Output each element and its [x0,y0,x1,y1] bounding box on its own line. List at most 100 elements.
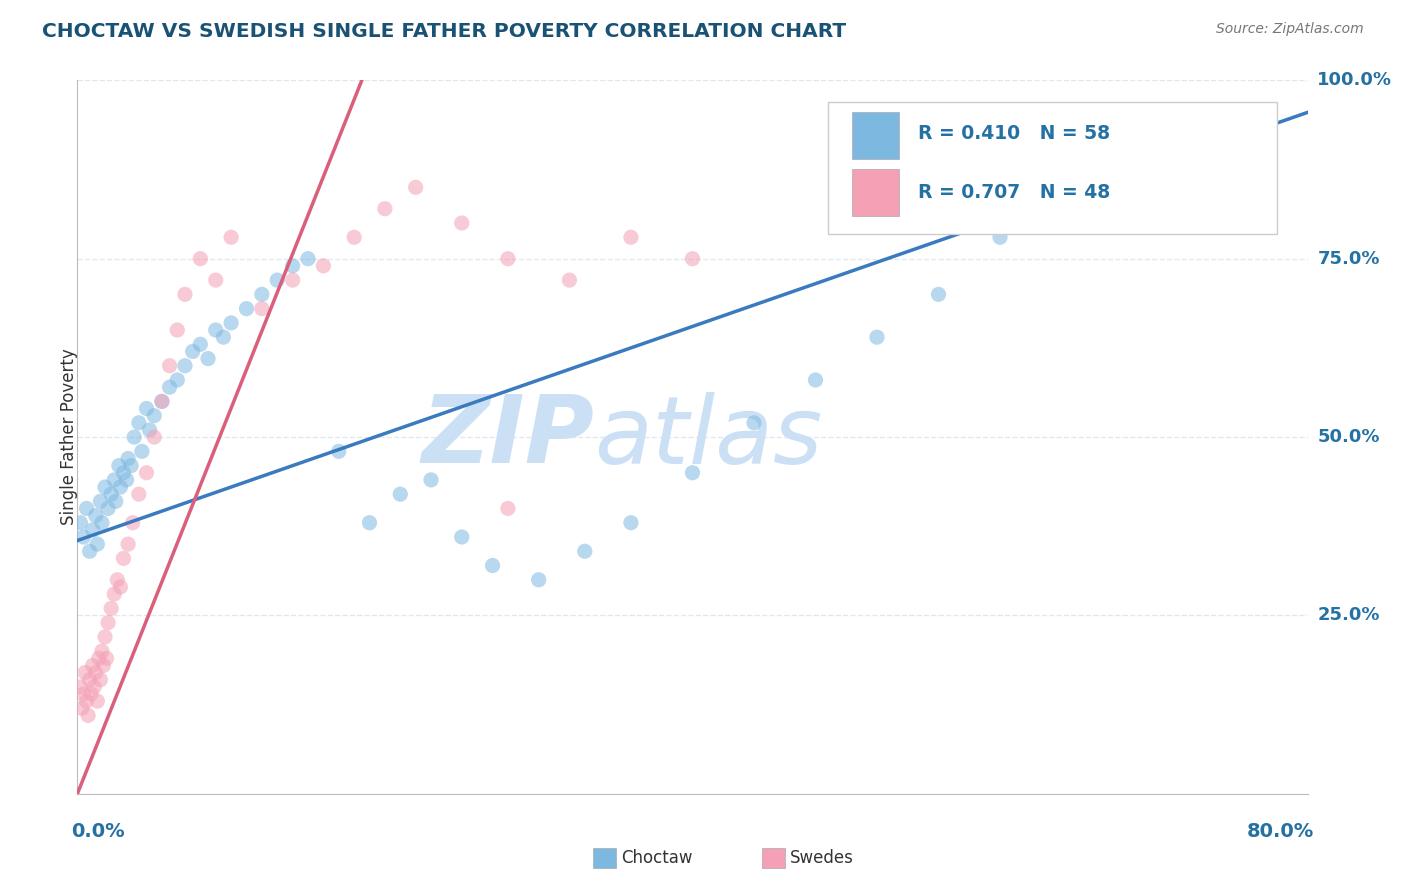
FancyBboxPatch shape [593,848,616,868]
Text: Swedes: Swedes [790,849,853,867]
Point [235,301,257,316]
Point [110,580,132,594]
Point [131,444,153,458]
Point [359,516,381,530]
Point [281,259,304,273]
Point [174,359,197,373]
Point [574,544,596,558]
Point [620,516,643,530]
Point [742,416,765,430]
Point [86,537,108,551]
Point [343,230,366,244]
Point [527,573,550,587]
Point [83,680,105,694]
Point [266,273,288,287]
Point [112,466,135,480]
Text: 75.0%: 75.0% [1317,250,1379,268]
Point [105,573,128,587]
Point [181,344,204,359]
Point [86,694,108,708]
Point [420,473,443,487]
Point [481,558,503,573]
Point [496,501,519,516]
Text: ZIP: ZIP [422,391,595,483]
Point [90,644,114,658]
Point [620,230,643,244]
Point [374,202,396,216]
Point [94,480,117,494]
Point [103,587,125,601]
Point [70,701,93,715]
Text: CHOCTAW VS SWEDISH SINGLE FATHER POVERTY CORRELATION CHART: CHOCTAW VS SWEDISH SINGLE FATHER POVERTY… [42,22,846,41]
Point [1066,159,1088,173]
Point [281,273,304,287]
Text: R = 0.410   N = 58: R = 0.410 N = 58 [918,124,1109,144]
Point [166,373,188,387]
Point [328,444,350,458]
Point [682,466,704,480]
Point [103,473,125,487]
Point [174,287,197,301]
Point [76,501,98,516]
Point [188,252,212,266]
Point [159,380,181,394]
FancyBboxPatch shape [852,112,900,159]
Point [80,687,103,701]
Point [150,394,173,409]
Point [138,423,160,437]
Point [84,665,107,680]
Point [79,673,101,687]
Text: Source: ZipAtlas.com: Source: ZipAtlas.com [1216,22,1364,37]
Point [450,530,472,544]
Point [866,330,889,344]
Point [250,287,273,301]
Point [90,516,114,530]
Point [197,351,219,366]
Point [121,516,143,530]
Point [72,687,94,701]
Point [110,480,132,494]
Point [219,316,242,330]
Point [97,501,120,516]
Point [82,658,104,673]
Point [496,252,519,266]
FancyBboxPatch shape [762,848,785,868]
Point [108,458,131,473]
Point [82,523,104,537]
Point [100,487,122,501]
Point [79,544,101,558]
Point [93,658,115,673]
Text: 50.0%: 50.0% [1317,428,1379,446]
Point [96,651,118,665]
Point [128,416,150,430]
Point [87,651,110,665]
Y-axis label: Single Father Poverty: Single Father Poverty [60,349,77,525]
Point [204,273,226,287]
Point [94,630,117,644]
Point [928,287,950,301]
Text: Choctaw: Choctaw [621,849,693,867]
Point [1143,109,1166,123]
Point [135,401,157,416]
Point [73,665,96,680]
Point [89,494,111,508]
Point [135,466,157,480]
Text: atlas: atlas [595,392,823,483]
Point [69,680,91,694]
Point [204,323,226,337]
Point [159,359,181,373]
Point [117,537,139,551]
Point [297,252,319,266]
Point [84,508,107,523]
Point [117,451,139,466]
Text: 0.0%: 0.0% [72,822,125,841]
Point [72,530,94,544]
Point [188,337,212,351]
Point [150,394,173,409]
Text: R = 0.707   N = 48: R = 0.707 N = 48 [918,183,1109,202]
Point [219,230,242,244]
Point [122,430,145,444]
Point [120,458,142,473]
Point [405,180,427,194]
Point [988,230,1011,244]
